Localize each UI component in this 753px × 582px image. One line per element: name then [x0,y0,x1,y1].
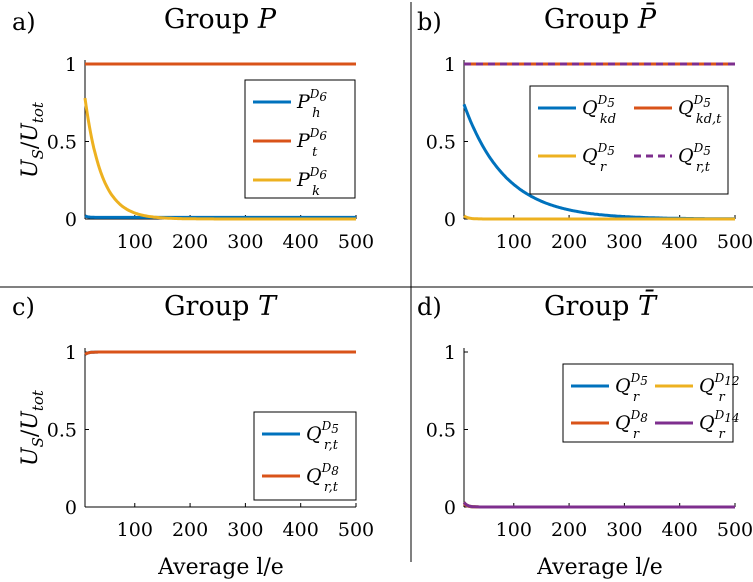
legend: QD5 kd QD5 kd,t QD5 r QD5 r,t [529,85,729,195]
chart-title: Group T [164,291,278,322]
series-line-1 [84,350,356,356]
x-tick-label: 400 [283,519,319,541]
x-tick-label: 100 [496,231,532,253]
panel-label: d) [417,293,442,321]
legend-label: QD5 r,t [678,141,711,175]
y-tick-label: 0.5 [47,420,77,442]
legend-label: PD6 h [296,87,327,121]
panel-label: c) [12,293,35,321]
legend: QD5 r,t QD8 r,t [253,411,357,501]
legend-label: QD14 r [699,408,739,442]
y-tick-label: 0.5 [426,132,456,154]
y-tick-label: 0 [444,497,456,519]
legend-label: PD6 k [296,165,327,199]
x-axis-label-left: Average l/e [157,555,284,580]
y-tick-label: 0.5 [47,132,77,154]
x-tick-label: 100 [117,519,153,541]
chart-title: Group T̄ [544,288,658,322]
x-tick-label: 300 [227,231,263,253]
x-tick-label: 200 [551,519,587,541]
legend-label: QD5 r,t [306,419,339,453]
legend-label: QD5 kd [582,93,616,127]
y-tick-label: 1 [65,342,77,364]
x-tick-label: 500 [717,231,753,253]
x-tick-label: 100 [117,231,153,253]
y-tick-label: 0.5 [426,420,456,442]
legend-label: QD5 r [582,141,615,175]
panel-label: b) [417,8,442,36]
y-tick-label: 1 [444,54,456,76]
x-tick-label: 300 [606,231,642,253]
y-tick-label: 0 [444,209,456,231]
series-line-3 [462,501,735,509]
x-tick-label: 100 [496,519,532,541]
y-axis-label-bottom: US/Utot [18,389,47,466]
legend-label: PD6 t [296,126,327,160]
y-tick-label: 1 [444,342,456,364]
x-tick-label: 200 [551,231,587,253]
x-tick-label: 400 [662,519,698,541]
legend-label: QD8 r,t [306,461,339,495]
legend-label: QD12 r [699,371,739,405]
x-tick-label: 500 [717,519,753,541]
y-tick-label: 0 [65,497,77,519]
x-axis-label-right: Average l/e [536,555,663,580]
legend-box [244,79,356,199]
x-tick-label: 400 [283,231,319,253]
legend-box [562,363,734,443]
legend-box [529,85,729,195]
panel-c: c) Group T 100 200 300 400 500 0 0.5 1 QD5 r,t QD8 r,… [12,291,374,541]
x-tick-label: 200 [172,519,208,541]
y-tick-label: 1 [65,54,77,76]
x-tick-label: 500 [338,519,374,541]
series-line-0 [84,214,356,219]
x-tick-label: 300 [227,519,263,541]
legend: PD6 h PD6 t PD6 k [244,79,356,199]
legend-label: QD5 r [615,371,648,405]
panel-label: a) [12,8,36,36]
y-tick-label: 0 [65,209,77,231]
series-line-2 [83,97,356,221]
legend-box [253,411,357,501]
chart-title: Group P [164,4,277,35]
x-tick-label: 500 [338,231,374,253]
x-tick-label: 300 [606,519,642,541]
y-axis-label-top: US/Utot [18,101,47,178]
series-line-2 [463,214,735,221]
legend-label: QD8 r [615,408,648,442]
x-tick-label: 200 [172,231,208,253]
chart-title: Group P̄ [544,1,657,35]
legend-label: QD5 kd,t [678,93,722,127]
x-tick-label: 400 [662,231,698,253]
